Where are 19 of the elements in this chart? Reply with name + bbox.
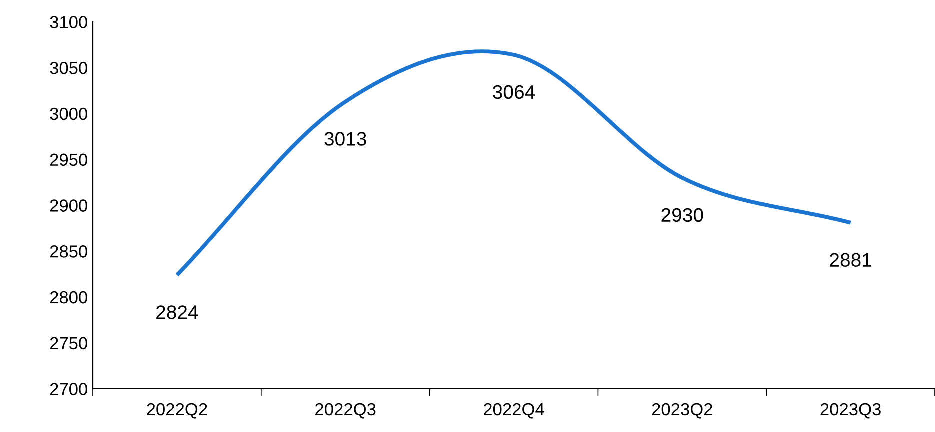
x-tick-label: 2022Q4	[484, 403, 544, 419]
y-tick-label: 3000	[50, 108, 88, 120]
y-tick-label: 2800	[50, 291, 88, 304]
y-tick-label: 2700	[50, 383, 88, 396]
x-tick-label: 2023Q2	[652, 403, 712, 419]
x-tick-label: 2022Q2	[147, 403, 208, 419]
data-label: 2881	[830, 253, 872, 268]
y-tick-label: 3100	[50, 16, 88, 28]
data-label: 2930	[662, 208, 704, 222]
y-tick-label: 3050	[50, 62, 88, 74]
data-label: 2824	[156, 306, 198, 320]
y-tick-label: 2950	[50, 154, 88, 166]
y-tick-label: 2900	[50, 200, 88, 212]
data-label: 3064	[493, 85, 536, 100]
x-tick-label: 2022Q3	[316, 403, 376, 419]
y-tick-label: 2850	[50, 246, 88, 258]
data-label: 3013	[324, 132, 366, 146]
x-tick-label: 2023Q3	[820, 403, 881, 419]
y-tick-label: 2750	[50, 337, 88, 350]
